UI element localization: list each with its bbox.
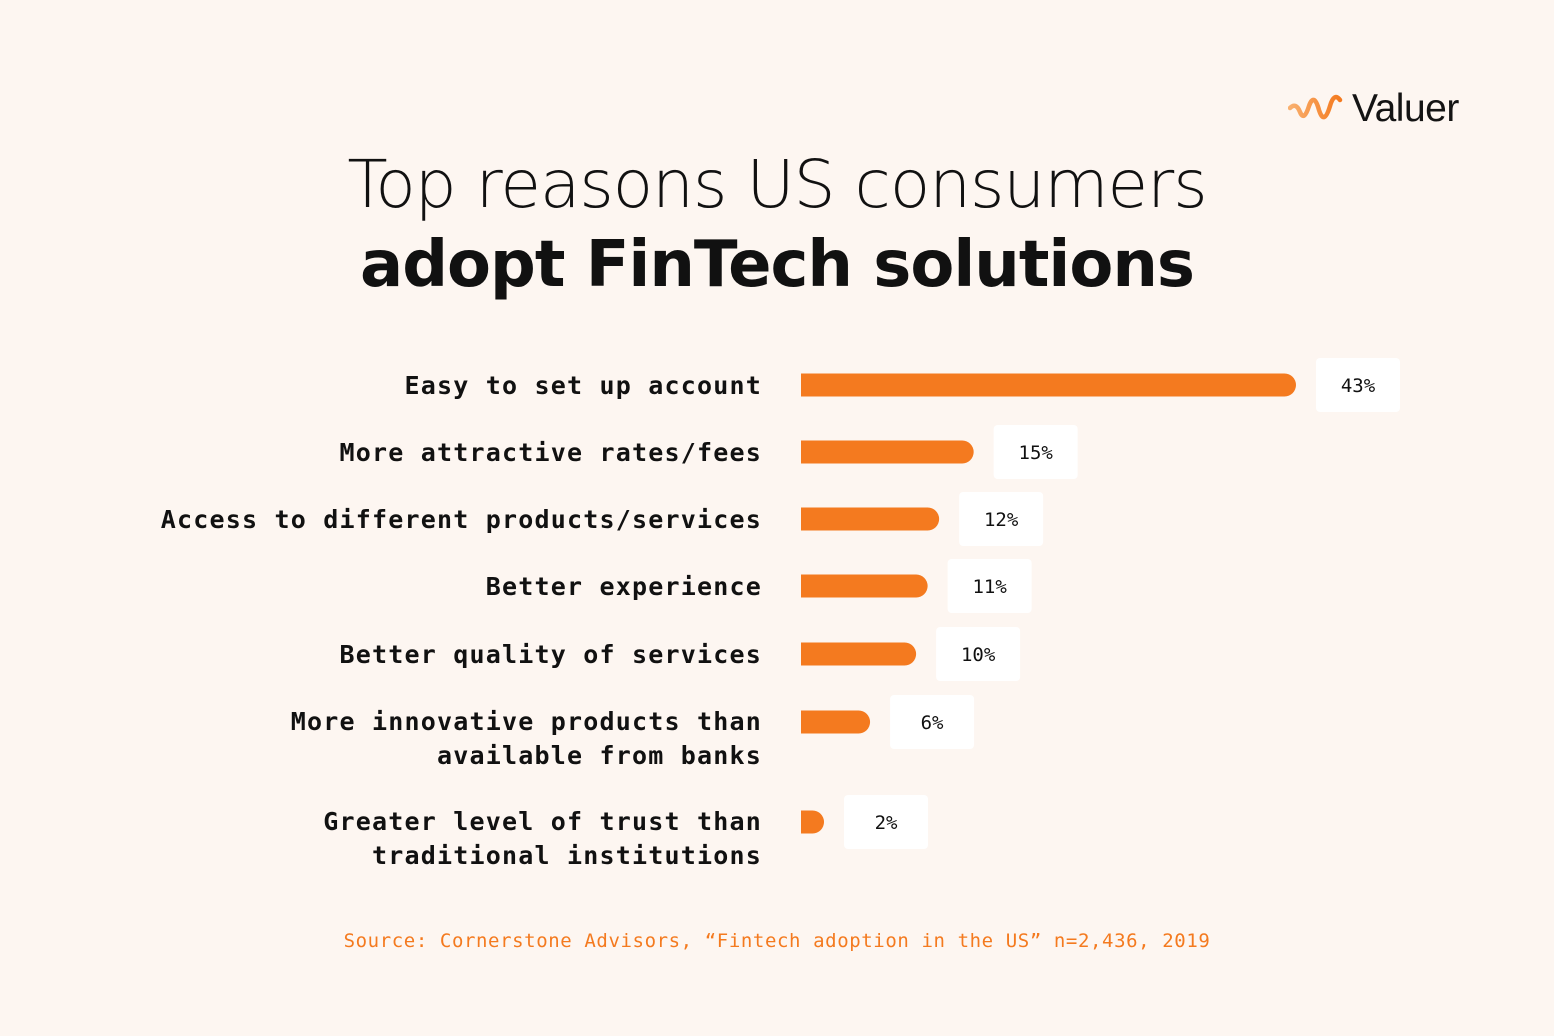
bar (801, 710, 871, 734)
data-label: 12% (984, 509, 1019, 531)
data-label: 15% (1019, 442, 1054, 464)
data-label: 6% (921, 712, 944, 734)
category-label: Easy to set up account (404, 371, 762, 400)
category-label: Greater level of trust than (323, 807, 762, 836)
value-badge (993, 425, 1078, 479)
bar (801, 810, 825, 834)
category-label: Access to different products/services (161, 505, 762, 534)
category-label: traditional institutions (372, 841, 762, 870)
bar (801, 642, 917, 666)
valuer-wave-icon (1288, 94, 1343, 120)
bar (801, 440, 974, 464)
category-label: Better quality of services (339, 640, 762, 669)
title-line-1: Top reasons US consumers (347, 146, 1207, 223)
category-label: More innovative products than (291, 707, 762, 736)
value-badge (936, 627, 1021, 681)
value-badge (947, 559, 1032, 613)
value-badge (890, 695, 975, 749)
valuer-logo: Valuer (1288, 84, 1459, 134)
data-label: 11% (972, 576, 1007, 598)
data-label: 2% (875, 812, 898, 834)
category-label: available from banks (437, 741, 762, 770)
bar (801, 507, 940, 531)
value-badge (959, 492, 1044, 546)
title-line-2: adopt FinTech solutions (360, 228, 1195, 302)
data-label: 10% (961, 644, 996, 666)
data-label: 43% (1341, 375, 1376, 397)
bar (801, 574, 928, 598)
value-badge (1316, 358, 1400, 412)
category-label: More attractive rates/fees (339, 438, 762, 467)
source-note: Source: Cornerstone Advisors, “Fintech a… (343, 930, 1211, 952)
bar (801, 373, 1296, 397)
value-badge (844, 795, 929, 849)
brand-name: Valuer (1352, 87, 1459, 130)
category-label: Better experience (486, 572, 762, 601)
